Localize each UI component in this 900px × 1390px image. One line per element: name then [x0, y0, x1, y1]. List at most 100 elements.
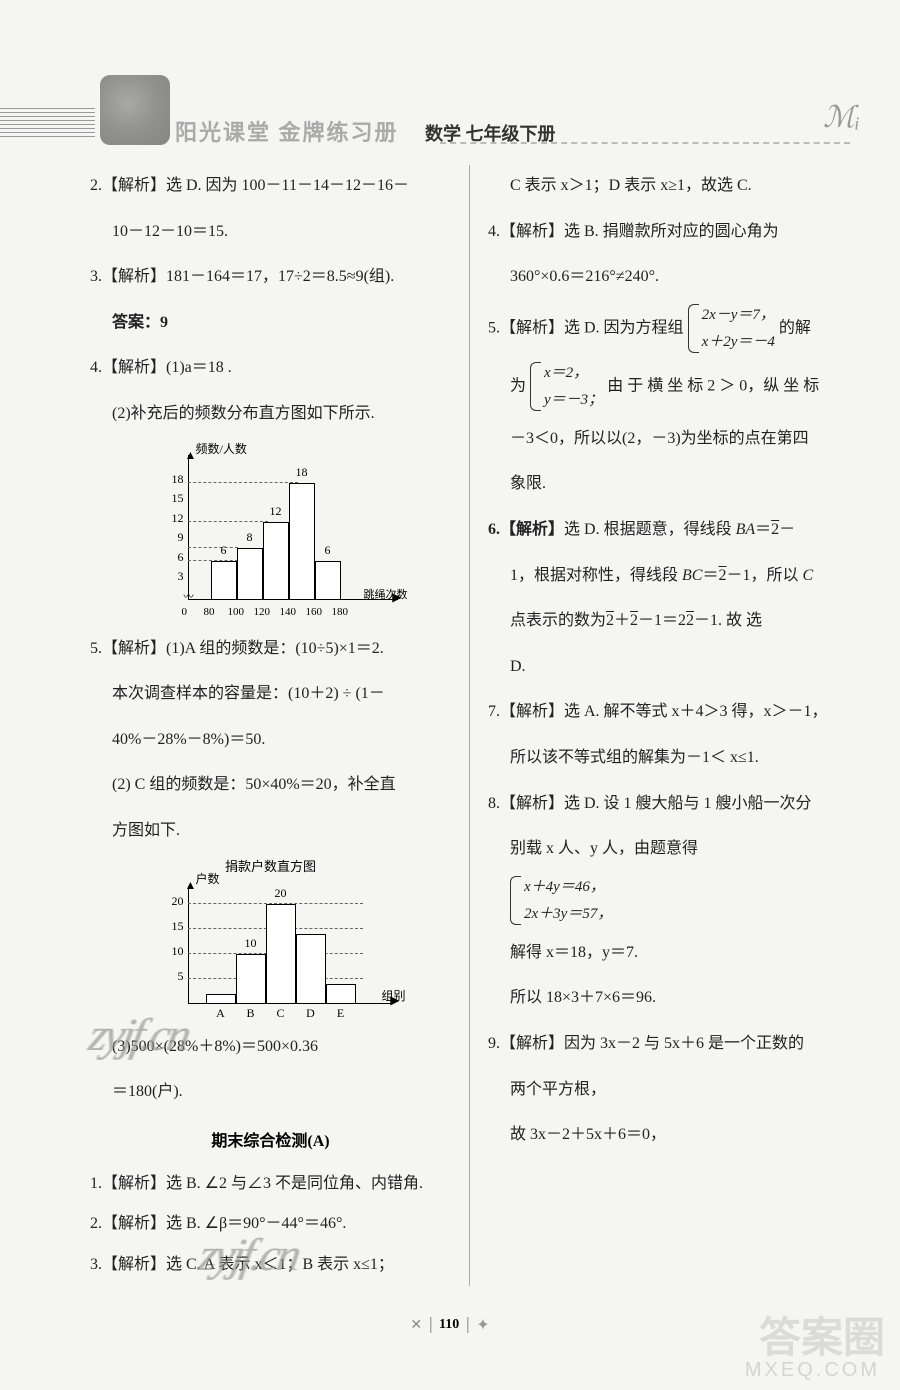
- eq2a: x＝2，: [544, 360, 603, 387]
- page-number: 110: [430, 1317, 468, 1333]
- q3-line1: 3.【解析】181－164＝17，17÷2＝8.5≈9(组).: [90, 256, 451, 298]
- chart1-ytick: 9: [164, 530, 184, 545]
- chart1-origin: 0: [182, 606, 188, 618]
- chart1-bar-label: 18: [289, 465, 315, 480]
- header-dash-line: [440, 142, 850, 144]
- r5e: 象限.: [488, 463, 850, 505]
- right-column: C 表示 x＞1；D 表示 x≥1，故选 C. 4.【解析】选 B. 捐赠款所对…: [470, 165, 850, 1286]
- r5d: －3＜0，所以以(2，－3)为坐标的点在第四: [488, 418, 850, 460]
- r9b: 两个平方根，: [488, 1069, 850, 1111]
- r8-eqs: x＋4y＝46， 2x＋3y＝57，: [488, 874, 850, 928]
- equation-system-3: x＋4y＝46， 2x＋3y＝57，: [510, 874, 612, 928]
- r9c: 故 3x－2＋5x＋6＝0，: [488, 1114, 850, 1156]
- chart1-bar-label: 8: [237, 530, 263, 545]
- chart2-ytick: 10: [164, 944, 184, 959]
- chart1-bar-label: 12: [263, 504, 289, 519]
- chart1-bar: [263, 522, 289, 600]
- chart2-bar-label: 20: [266, 886, 296, 901]
- r5c: 由 于 横 坐 标 2 ＞ 0，纵 坐 标: [607, 377, 819, 394]
- chart1-dashline: [188, 482, 298, 483]
- q5-line4: (2) C 组的频数是：50×40%＝20，补全直: [90, 764, 451, 806]
- q3-answer: 答案：9: [90, 302, 451, 344]
- q2-line1: 2.【解析】选 D. 因为 100－11－14－12－16－: [90, 165, 451, 207]
- header-brand: 阳光课堂 金牌练习册: [175, 115, 399, 147]
- r5b-wrap: 为 x＝2， y＝－3； 由 于 横 坐 标 2 ＞ 0，纵 坐 标: [488, 360, 850, 414]
- chart1-ytick: 3: [164, 569, 184, 584]
- q4-line1: 4.【解析】(1)a＝18 .: [90, 347, 451, 389]
- chart1-bar-label: 6: [315, 543, 341, 558]
- q5-line1: 5.【解析】(1)A 组的频数是：(10÷5)×1＝2.: [90, 628, 451, 670]
- chart2-title: 捐款户数直方图: [136, 856, 406, 875]
- chart1-bar: [211, 561, 237, 600]
- page-footer: ✕ 110 ✦: [410, 1315, 489, 1335]
- chart2-bar-label: 10: [236, 936, 266, 951]
- r8c: 解得 x＝18，y＝7.: [488, 932, 850, 974]
- histogram-chart-2: 捐款户数直方图 户数 ▲ ▶ 5 10 15 20 10 20 A B: [136, 856, 406, 1026]
- r5: 5.【解析】选 D. 因为方程组 2x－y＝7， x＋2y＝－4 的解: [488, 302, 850, 356]
- r5b: 为: [510, 377, 526, 394]
- exam-a-heading: 期末综合检测(A): [90, 1127, 451, 1151]
- footer-deco-left: ✕: [410, 1317, 422, 1334]
- chart1-ytick: 12: [164, 511, 184, 526]
- chart1-bar-label: 6: [211, 543, 237, 558]
- chart1-ytick: 15: [164, 491, 184, 506]
- r9: 9.【解析】因为 3x－2 与 5x＋6 是一个正数的: [488, 1023, 850, 1065]
- chart1-xtick: 180: [332, 606, 349, 618]
- header-stripes-deco: [0, 108, 95, 140]
- r7b: 所以该不等式组的解集为－1＜ x≤1.: [488, 737, 850, 779]
- header-bird-deco: ℳᵢ: [823, 100, 860, 135]
- eq1a: 2x－y＝7，: [702, 302, 775, 329]
- chart1-bar: [289, 483, 315, 600]
- content-area: 2.【解析】选 D. 因为 100－11－14－12－16－ 10－12－10＝…: [0, 145, 900, 1286]
- watermark-corner: 答案圈: [759, 1304, 885, 1365]
- chart1-xtick: 120: [254, 606, 271, 618]
- r8d: 所以 18×3＋7×6＝96.: [488, 977, 850, 1019]
- equation-system-2: x＝2， y＝－3；: [530, 360, 603, 414]
- chart2-bar: [296, 934, 326, 1004]
- chart2-xcat: C: [266, 1006, 296, 1021]
- chart2-xcat: E: [326, 1006, 356, 1021]
- eq3a: x＋4y＝46，: [524, 874, 612, 901]
- q2-line2: 10－12－10＝15.: [90, 211, 451, 253]
- chart2-y-axis-label: 户数: [196, 870, 220, 887]
- chart1-xtick: 160: [306, 606, 323, 618]
- watermark-url: MXEQ.COM: [745, 1359, 880, 1382]
- r4: 4.【解析】选 B. 捐赠款所对应的圆心角为: [488, 211, 850, 253]
- eq2b: y＝－3；: [544, 387, 603, 414]
- header-logo-image: [100, 75, 170, 145]
- chart1-xtick: 100: [228, 606, 245, 618]
- r5-text: 5.【解析】选 D. 因为方程组: [488, 319, 684, 336]
- chart1-axis-break: 〰: [184, 588, 194, 603]
- chart2-bar: [326, 984, 356, 1004]
- a3: 3.【解析】选 C. A 表示 x＜1；B 表示 x≤1；: [90, 1246, 451, 1284]
- r7: 7.【解析】选 A. 解不等式 x＋4＞3 得，x＞－1，: [488, 691, 850, 733]
- chart1-ytick: 18: [164, 472, 184, 487]
- eq3b: 2x＋3y＝57，: [524, 901, 612, 928]
- eq1b: x＋2y＝－4: [702, 329, 775, 356]
- chart1-x-axis-label: 跳绳次数: [364, 586, 408, 602]
- chart1-bar: [315, 561, 341, 600]
- footer-deco-right: ✦: [476, 1315, 489, 1335]
- chart1-ytick: 6: [164, 550, 184, 565]
- r4b: 360°×0.6＝216°≠240°.: [488, 256, 850, 298]
- a2: 2.【解析】选 B. ∠β＝90°－44°＝46°.: [90, 1205, 451, 1243]
- q5-line5: 方图如下.: [90, 810, 451, 852]
- chart2-xcat: A: [206, 1006, 236, 1021]
- chart2-bar: [236, 954, 266, 1004]
- chart1-xtick: 140: [280, 606, 297, 618]
- r6: 6.【解析】选 D. 根据题意，得线段 BA＝2－: [488, 509, 850, 551]
- chart2-xcat: B: [236, 1006, 266, 1021]
- chart2-xcat: D: [296, 1006, 326, 1021]
- q5-line2: 本次调查样本的容量是：(10＋2) ÷ (1－: [90, 673, 451, 715]
- a1: 1.【解析】选 B. ∠2 与∠3 不是同位角、内错角.: [90, 1165, 451, 1203]
- chart2-ytick: 20: [164, 894, 184, 909]
- r6d: D.: [488, 646, 850, 688]
- chart2-ytick: 15: [164, 919, 184, 934]
- left-column: 2.【解析】选 D. 因为 100－11－14－12－16－ 10－12－10＝…: [90, 165, 470, 1286]
- chart1-xtick: 80: [204, 606, 215, 618]
- histogram-chart-1: 频数/人数 ▲ ▶ 〰 3 6 9 12 15 18 6 8 12 18: [136, 440, 406, 620]
- q5-line7: ＝180(户).: [90, 1071, 451, 1113]
- r8b: 别载 x 人、y 人，由题意得: [488, 828, 850, 870]
- q5-line3: 40%－28%－8%)＝50.: [90, 719, 451, 761]
- r8: 8.【解析】选 D. 设 1 艘大船与 1 艘小船一次分: [488, 783, 850, 825]
